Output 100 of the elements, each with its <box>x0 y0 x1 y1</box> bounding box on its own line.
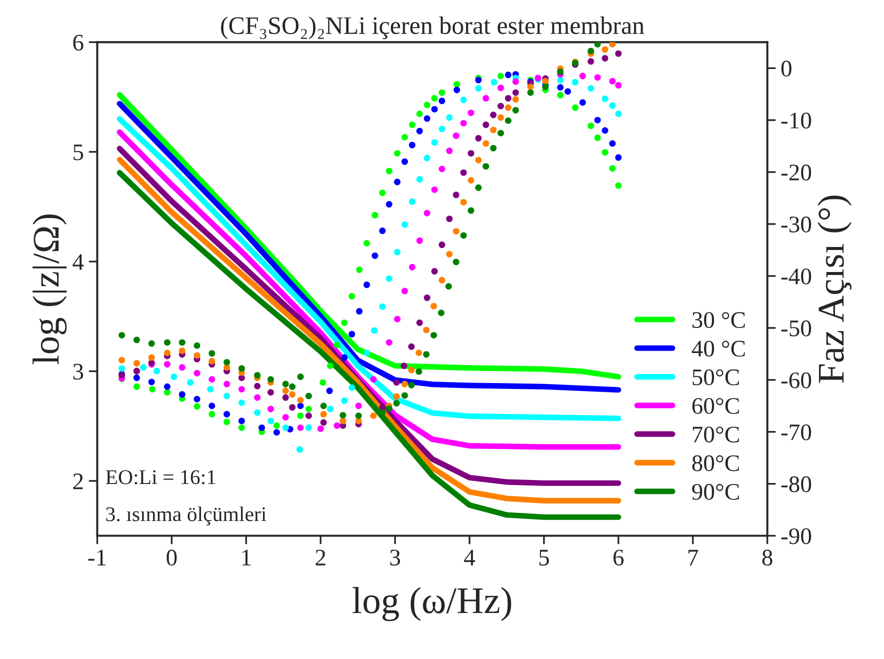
y2-tick-label: -30 <box>781 216 812 232</box>
point <box>164 361 170 368</box>
y2-tick-label: 0 <box>781 60 792 77</box>
point <box>438 166 446 172</box>
point <box>579 72 586 80</box>
point <box>460 198 467 206</box>
point <box>370 376 377 383</box>
point <box>148 340 155 347</box>
point <box>609 165 616 172</box>
point <box>370 412 377 420</box>
point <box>207 386 214 393</box>
point <box>416 128 423 134</box>
point <box>334 422 340 429</box>
point <box>431 95 438 102</box>
point <box>416 319 423 326</box>
point <box>594 42 601 48</box>
x-tick-label: 2 <box>316 550 326 566</box>
x-tick-label: -1 <box>88 550 106 566</box>
point <box>416 110 423 118</box>
point <box>594 74 601 81</box>
point <box>386 339 392 346</box>
point <box>386 201 392 208</box>
point <box>297 374 304 380</box>
point <box>431 186 438 193</box>
point <box>118 332 126 338</box>
point <box>416 368 422 375</box>
point <box>140 364 147 371</box>
point <box>504 104 512 111</box>
point <box>504 117 512 124</box>
point <box>364 350 370 356</box>
point <box>282 388 289 394</box>
point <box>557 76 564 84</box>
point <box>341 354 348 361</box>
legend-label: 50°C <box>692 369 739 386</box>
point <box>588 58 594 65</box>
y2-axis-title: Faz Açısı (°) <box>818 196 852 383</box>
point <box>408 382 415 388</box>
point <box>267 418 274 424</box>
point <box>208 410 216 418</box>
point <box>394 248 401 256</box>
point <box>178 364 186 371</box>
point <box>430 302 438 310</box>
point <box>615 82 622 89</box>
point <box>482 163 490 170</box>
point <box>557 92 564 98</box>
point <box>452 228 460 235</box>
point <box>164 350 170 356</box>
point <box>356 308 363 315</box>
y2-tick-label: -20 <box>781 164 812 180</box>
point <box>208 358 216 364</box>
point <box>194 352 200 359</box>
point <box>296 446 304 453</box>
annotation: 3. ısınma ölçümleri <box>106 506 266 526</box>
point <box>238 386 245 393</box>
point <box>452 132 460 139</box>
x-axis-title: log (ω/Hz) <box>352 587 512 622</box>
y-tick-label: 5 <box>74 144 84 160</box>
point <box>320 402 327 410</box>
y2-tick-label: -70 <box>781 424 812 440</box>
point <box>340 412 346 418</box>
point <box>454 81 460 88</box>
point <box>475 85 482 92</box>
point <box>594 134 601 142</box>
point <box>149 386 156 393</box>
point <box>364 240 370 247</box>
y-tick-label: 2 <box>73 473 83 490</box>
chart-title: (CF₃SO₂)₂NLi içeren borat ester membran <box>221 16 644 40</box>
point <box>609 102 616 109</box>
point <box>254 382 261 390</box>
point <box>588 122 594 130</box>
point <box>282 424 289 431</box>
point <box>393 393 400 400</box>
point <box>170 374 178 380</box>
point <box>393 379 400 386</box>
point <box>408 343 415 350</box>
legend-label: 70°C <box>692 426 739 443</box>
point <box>267 406 274 412</box>
point <box>340 418 346 424</box>
point <box>424 154 430 162</box>
point <box>572 104 578 111</box>
point <box>320 410 327 418</box>
x-tick-label: 6 <box>614 550 624 566</box>
point <box>341 397 348 404</box>
point <box>512 106 519 114</box>
point <box>238 365 245 372</box>
point <box>334 342 340 348</box>
point <box>164 389 170 396</box>
point <box>305 412 312 420</box>
point <box>408 366 415 374</box>
point <box>452 192 460 198</box>
point <box>557 84 564 91</box>
point <box>498 130 504 136</box>
point <box>430 332 438 338</box>
point <box>609 78 616 84</box>
point <box>341 319 348 326</box>
point <box>588 85 594 92</box>
point <box>370 327 378 334</box>
point <box>512 96 519 103</box>
point <box>445 283 452 290</box>
point <box>208 376 216 383</box>
